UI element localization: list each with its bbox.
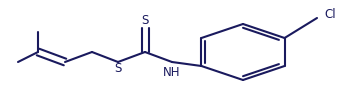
Text: NH: NH [163,65,181,79]
Text: S: S [114,62,122,74]
Text: S: S [141,13,149,27]
Text: Cl: Cl [324,7,336,21]
